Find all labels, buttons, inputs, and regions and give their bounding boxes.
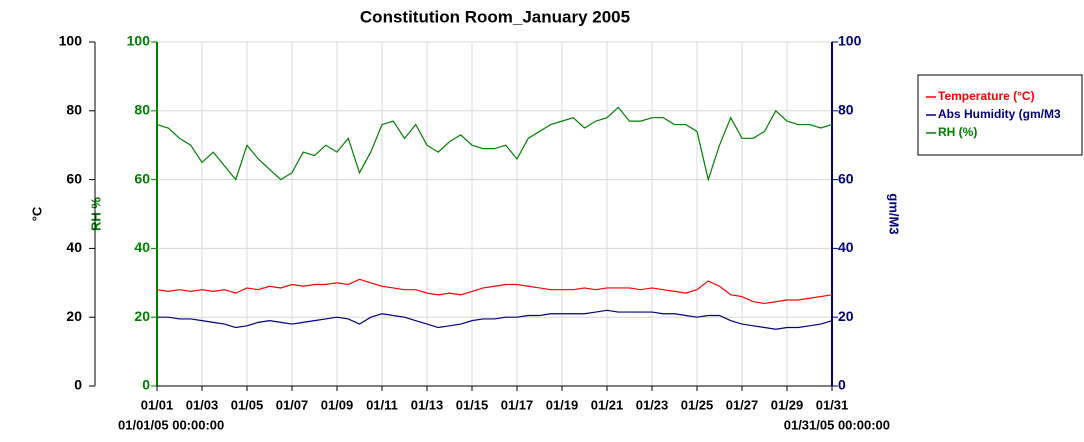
chart-title: Constitution Room_January 2005 xyxy=(360,7,630,26)
x-tick-label: 01/03 xyxy=(186,397,219,412)
x-tick-label: 01/21 xyxy=(591,397,624,412)
y-tick-label: 60 xyxy=(134,170,150,186)
series-line xyxy=(156,278,833,305)
y-tick-label: 0 xyxy=(838,377,846,393)
x-tick-label: 01/17 xyxy=(501,397,534,412)
x-tick-label: 01/11 xyxy=(366,397,398,412)
x-start-label: 01/01/05 00:00:00 xyxy=(118,417,224,432)
x-tick-label: 01/19 xyxy=(546,397,579,412)
y-tick-label: 80 xyxy=(66,102,82,118)
y-tick-label: 20 xyxy=(838,308,854,324)
y-tick-label: 100 xyxy=(127,33,151,49)
y-axis-label: °C xyxy=(29,206,44,221)
x-tick-label: 01/07 xyxy=(276,397,309,412)
x-tick-label: 01/05 xyxy=(231,397,264,412)
legend-label: Temperature (°C) xyxy=(938,89,1035,103)
x-tick-label: 01/27 xyxy=(726,397,759,412)
x-tick-label: 01/25 xyxy=(681,397,714,412)
y-tick-label: 20 xyxy=(66,308,82,324)
x-end-label: 01/31/05 00:00:00 xyxy=(784,417,890,432)
series-line xyxy=(156,106,833,182)
x-tick-label: 01/23 xyxy=(636,397,669,412)
y-tick-label: 0 xyxy=(74,377,82,393)
y-tick-label: 100 xyxy=(59,33,83,49)
y-tick-label: 60 xyxy=(66,170,82,186)
y-tick-label: 80 xyxy=(134,102,150,118)
y-tick-label: 80 xyxy=(838,102,854,118)
y-tick-label: 40 xyxy=(838,239,854,255)
y-tick-label: 20 xyxy=(134,308,150,324)
legend-box xyxy=(917,74,1083,156)
y-tick-label: 100 xyxy=(838,33,862,49)
x-tick-label: 01/13 xyxy=(411,397,444,412)
x-tick-label: 01/01 xyxy=(141,397,174,412)
x-tick-label: 01/31 xyxy=(816,397,849,412)
y-tick-label: 40 xyxy=(134,239,150,255)
legend-label: Abs Humidity (gm/M3 xyxy=(938,107,1061,121)
rh-axis-label: RH % xyxy=(88,197,103,231)
x-tick-label: 01/29 xyxy=(771,397,804,412)
legend-label: RH (%) xyxy=(938,125,977,139)
y-tick-label: 40 xyxy=(66,239,82,255)
y2-axis-label: gm/M3 xyxy=(887,193,902,234)
x-tick-label: 01/15 xyxy=(456,397,489,412)
y-tick-label: 60 xyxy=(838,170,854,186)
series-line xyxy=(157,309,833,330)
x-tick-label: 01/09 xyxy=(321,397,354,412)
y-tick-label: 0 xyxy=(142,377,150,393)
